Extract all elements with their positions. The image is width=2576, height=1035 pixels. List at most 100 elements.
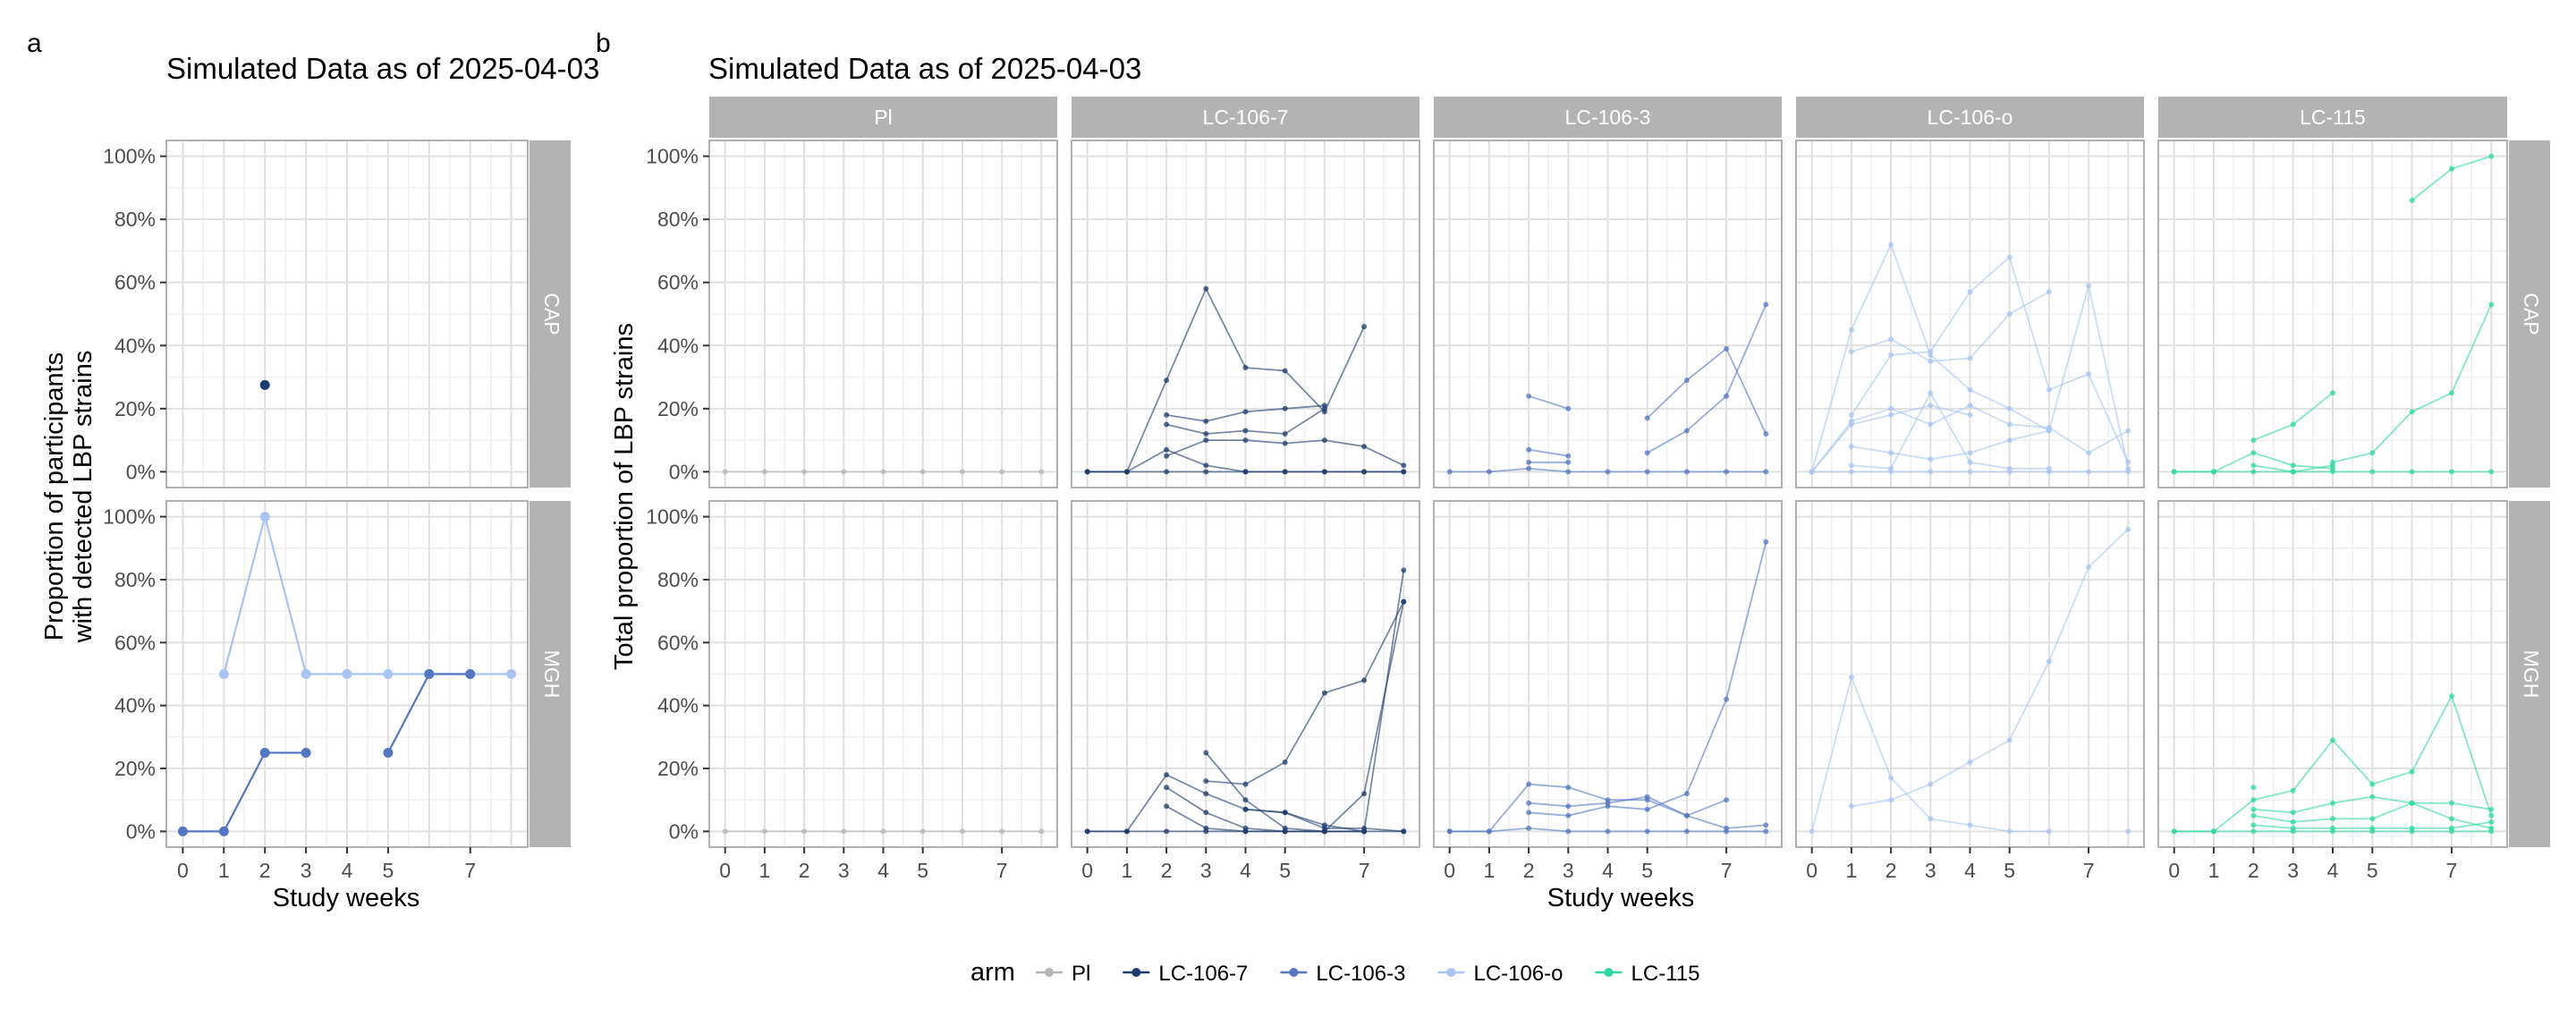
x-tick-label: 3 (1563, 859, 1574, 882)
legend-item-lc-106-3: LC-106-3 (1280, 962, 1405, 986)
x-tick-label: 1 (1483, 859, 1495, 882)
data-point (1526, 465, 1532, 471)
facet-border (1795, 140, 2145, 488)
series-line (1851, 429, 2050, 461)
data-point (2006, 737, 2012, 743)
data-point (2006, 405, 2012, 411)
series-line (1647, 304, 1767, 454)
data-point (1242, 365, 1249, 370)
x-tick-label: 7 (1721, 859, 1733, 882)
data-point (959, 469, 965, 475)
data-point (2488, 301, 2495, 308)
data-point (2250, 812, 2257, 819)
data-point (1928, 816, 1934, 822)
x-tick-label: 1 (1845, 859, 1857, 882)
facet-b-LC-115-CAP (2157, 140, 2508, 488)
legend-item-lc-115: LC-115 (1595, 962, 1699, 986)
data-point (2290, 787, 2296, 793)
data-point (1321, 690, 1327, 696)
data-point (1401, 598, 1407, 605)
strip-label: LC-106-7 (1203, 106, 1289, 129)
data-point (1605, 469, 1611, 475)
data-point (218, 826, 229, 836)
x-tick-label: 1 (1121, 859, 1132, 882)
panel-b-ylabel: Total proportion of LBP strains (610, 323, 639, 670)
data-point (2330, 737, 2335, 743)
panel-a-xlabel: Study weeks (273, 884, 419, 912)
series-line (182, 751, 307, 833)
data-point (1848, 411, 1854, 418)
series-line (1851, 391, 2049, 470)
data-point (1967, 289, 1973, 295)
data-point (2006, 828, 2012, 835)
data-point (1203, 469, 1209, 475)
y-tick-label: 20% (657, 757, 699, 780)
data-point (301, 669, 311, 679)
data-point (1164, 453, 1170, 459)
y-tick-label: 80% (657, 568, 699, 591)
data-point (2046, 469, 2052, 475)
x-tick-label: 3 (1200, 859, 1212, 882)
data-point (1888, 411, 1894, 418)
series-line (1647, 347, 1767, 435)
strip-bg (1072, 97, 1419, 138)
data-point (1763, 301, 1769, 308)
data-point (1644, 450, 1650, 456)
x-tick-label: 7 (1359, 859, 1370, 882)
data-point (1644, 828, 1650, 835)
data-point (2250, 806, 2257, 812)
legend-label: LC-106-o (1473, 962, 1563, 986)
data-point (1164, 785, 1170, 791)
panel-a-ylabel-line2: with detected LBP strains (69, 351, 97, 644)
data-point (2488, 812, 2495, 819)
col-strip-LC-106-o: LC-106-o (1796, 97, 2144, 138)
panel-a-title: Simulated Data as of 2025-04-03 (166, 52, 599, 85)
x-tick-label: 0 (177, 859, 189, 882)
data-point (1526, 393, 1532, 399)
x-tick-label: 5 (2004, 859, 2015, 882)
data-point (1526, 810, 1532, 816)
data-point (722, 828, 728, 835)
x-tick-label: 2 (1161, 859, 1173, 882)
data-point (2250, 785, 2257, 791)
data-point (1683, 469, 1690, 475)
strip-bg (1796, 97, 2144, 138)
x-tick-label: 5 (1279, 859, 1291, 882)
data-point (2125, 469, 2131, 475)
data-point (2488, 806, 2495, 812)
data-point (1763, 431, 1769, 437)
data-point (1928, 390, 1934, 396)
data-point (1644, 415, 1650, 421)
x-tick-label: 3 (1925, 859, 1936, 882)
data-point (1361, 677, 1368, 683)
x-tick-label: 7 (996, 859, 1008, 882)
data-point (2369, 828, 2376, 835)
x-tick-label: 2 (259, 859, 271, 882)
data-point (1724, 696, 1730, 702)
facet-border (165, 140, 529, 488)
data-point (1605, 828, 1611, 835)
data-point (1164, 378, 1170, 384)
series-line (1851, 255, 2130, 463)
data-point (1203, 431, 1209, 437)
panel-b-title: Simulated Data as of 2025-04-03 (708, 52, 1141, 85)
facet-b-LC-106-3-MGH (1433, 500, 1783, 848)
facet-b-LC-106-7-CAP (1071, 140, 1420, 488)
facet-border (1071, 140, 1420, 488)
data-point (999, 469, 1005, 475)
data-point (1282, 440, 1288, 446)
data-point (1683, 828, 1690, 835)
data-point (1683, 378, 1690, 384)
row-strip-MGH: MGH (2509, 501, 2550, 847)
data-point (919, 469, 926, 475)
strip-label: MGH (2520, 650, 2543, 699)
x-tick-label: 5 (2367, 859, 2378, 882)
data-point (2211, 469, 2216, 475)
data-point (1565, 803, 1572, 810)
strip-bg (2509, 140, 2550, 488)
data-point (2409, 469, 2415, 475)
data-point (383, 669, 394, 679)
data-point (259, 379, 270, 390)
y-tick-label: 60% (114, 271, 156, 294)
